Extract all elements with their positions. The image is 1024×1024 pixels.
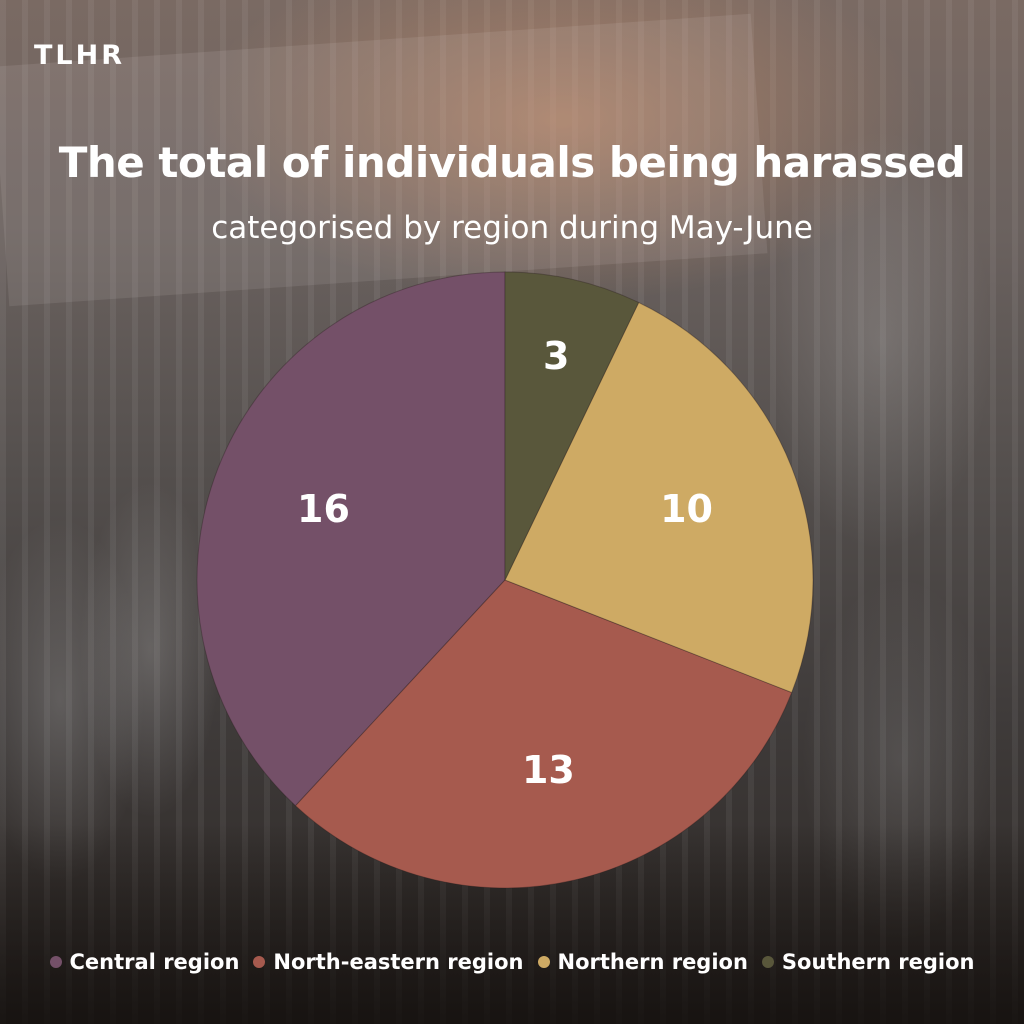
pie-label-northern: 10 <box>660 487 713 531</box>
chart-subtitle: categorised by region during May-June <box>211 210 813 246</box>
legend-label-northern: Northern region <box>557 950 748 974</box>
legend-item-southern: Southern region <box>761 950 975 974</box>
pie-label-southern: 3 <box>543 334 569 378</box>
legend-label-southern: Southern region <box>781 950 975 974</box>
pie-slice-northern <box>504 301 814 694</box>
chart-legend: Central region North-eastern region Nort… <box>0 950 1024 974</box>
pie-label-north-eastern: 13 <box>522 748 575 792</box>
legend-item-central: Central region <box>49 950 240 974</box>
legend-label-north-eastern: North-eastern region <box>273 950 524 974</box>
legend-item-northern: Northern region <box>537 950 748 974</box>
pie-slice-central <box>196 271 506 807</box>
legend-swatch-central <box>49 956 62 968</box>
legend-swatch-northern <box>537 956 550 968</box>
legend-swatch-southern <box>761 956 774 968</box>
brand-logo: TLHR <box>34 40 126 71</box>
pie-label-central: 16 <box>297 487 350 531</box>
legend-swatch-north-eastern <box>253 956 266 968</box>
pie-slice-southern <box>504 271 640 581</box>
legend-label-central: Central region <box>69 950 240 974</box>
pie-slice-north-eastern <box>294 579 793 889</box>
legend-item-north-eastern: North-eastern region <box>253 950 524 974</box>
chart-title: The total of individuals being harassed <box>58 138 966 187</box>
